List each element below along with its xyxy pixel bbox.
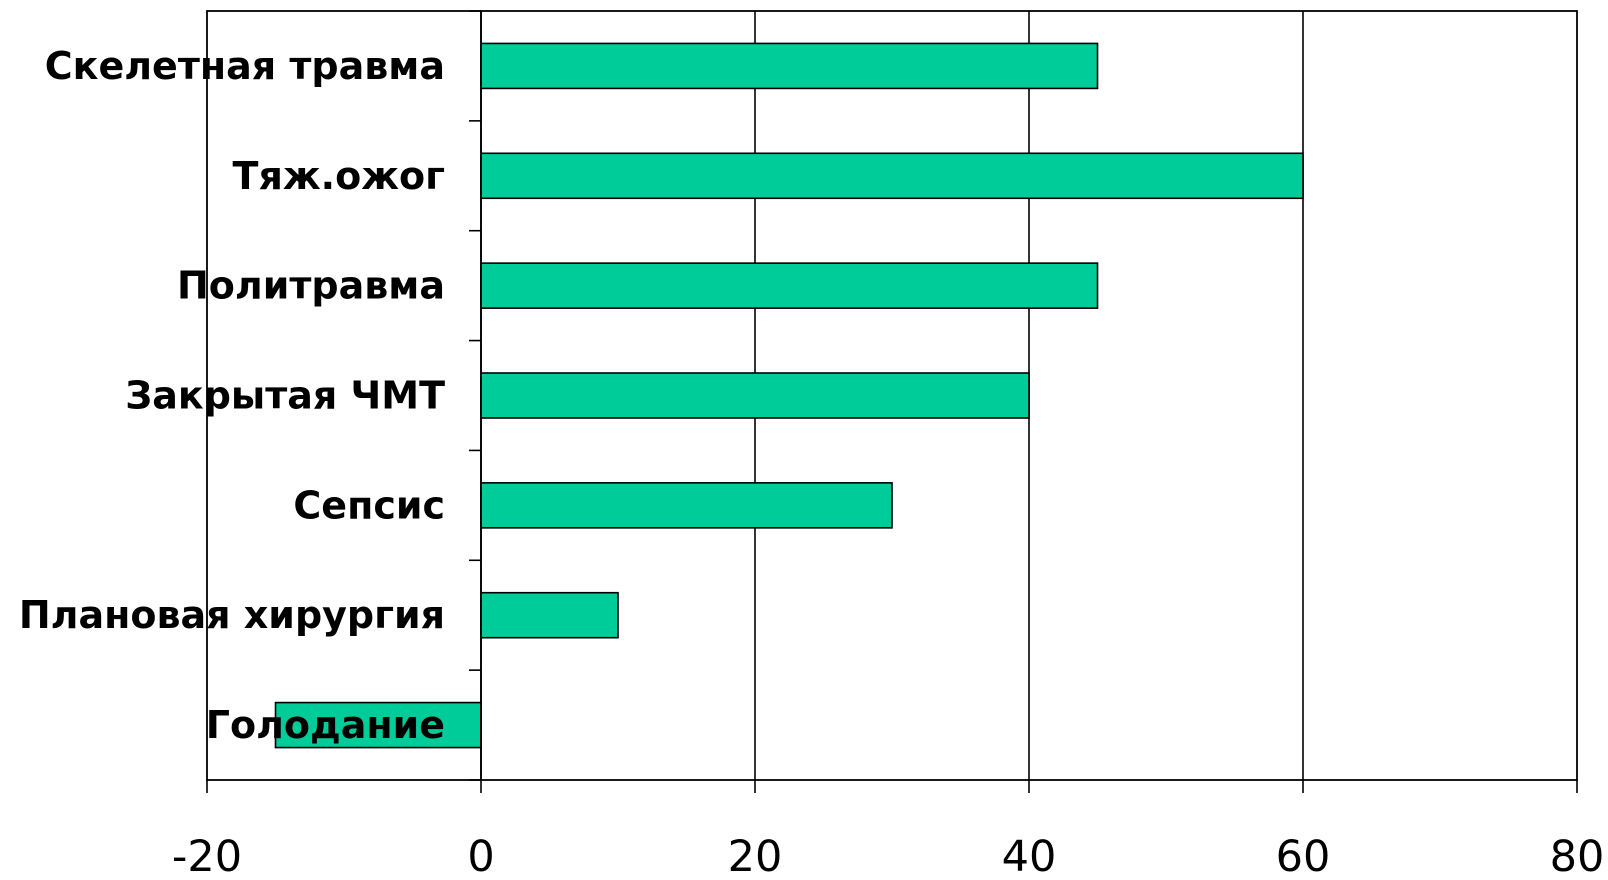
category-label-2: Политравма <box>177 264 445 308</box>
category-label-1: Тяж.ожог <box>233 154 445 198</box>
bar-2 <box>480 262 1099 309</box>
category-label-3: Закрытая ЧМТ <box>125 374 445 418</box>
bar-3 <box>480 372 1030 419</box>
x-tick-label-1: 0 <box>467 832 494 880</box>
bars-layer <box>274 42 1304 749</box>
bar-4 <box>480 482 893 529</box>
category-label-5: Плановая хирургия <box>19 593 445 637</box>
x-tick-label-4: 60 <box>1276 832 1331 880</box>
axis-layer <box>206 10 1578 793</box>
bar-1 <box>480 152 1304 200</box>
bar-0 <box>480 42 1099 90</box>
labels-layer: -20 0 20 40 60 80 Скелетная травма Тяж.ожог Поли… <box>19 44 1605 880</box>
category-label-0: Скелетная травма <box>45 44 445 88</box>
x-tick-label-0: -20 <box>172 832 242 880</box>
plot-frame <box>206 10 1578 781</box>
x-tick-label-2: 20 <box>728 832 783 880</box>
category-label-4: Сепсис <box>293 483 445 527</box>
category-label-6: Голодание <box>206 703 445 747</box>
x-tick-label-5: 80 <box>1550 832 1605 880</box>
x-tick-label-3: 40 <box>1002 832 1057 880</box>
bar-5 <box>480 591 619 639</box>
